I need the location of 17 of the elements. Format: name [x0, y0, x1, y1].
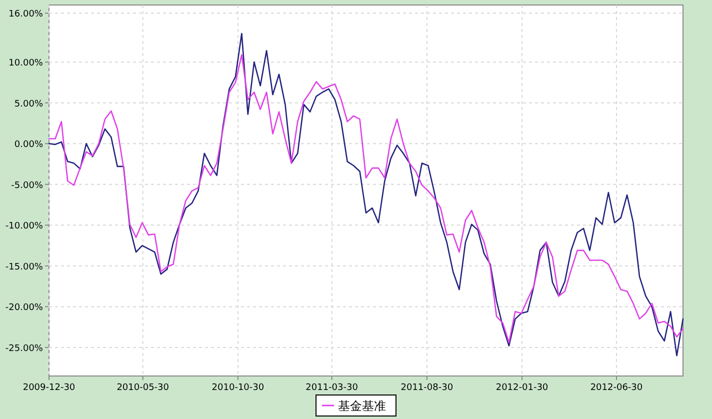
y-tick-label: -25.00% [5, 344, 44, 354]
x-tick-label: 2012-06-30 [590, 383, 643, 393]
x-tick-label: 2012-01-30 [496, 383, 548, 393]
x-tick-label: 2010-05-30 [116, 383, 170, 393]
y-tick-label: 0.00% [14, 140, 44, 150]
y-tick-label: -15.00% [5, 262, 44, 272]
y-tick-label: 16.00% [8, 10, 44, 20]
y-tick-label: 10.00% [8, 58, 44, 69]
x-tick-label: 2009-12-30 [22, 383, 76, 393]
x-tick-label: 2010-10-30 [212, 383, 264, 393]
legend-label: 基金基准 [338, 399, 386, 413]
y-tick-label: 5.00% [14, 99, 44, 110]
x-tick-label: 2011-03-30 [306, 383, 358, 393]
y-tick-label: -10.00% [5, 222, 44, 232]
x-tick-label: 2011-08-30 [400, 383, 454, 393]
y-tick-label: -5.00% [11, 180, 44, 191]
y-tick-label: -20.00% [5, 303, 44, 314]
